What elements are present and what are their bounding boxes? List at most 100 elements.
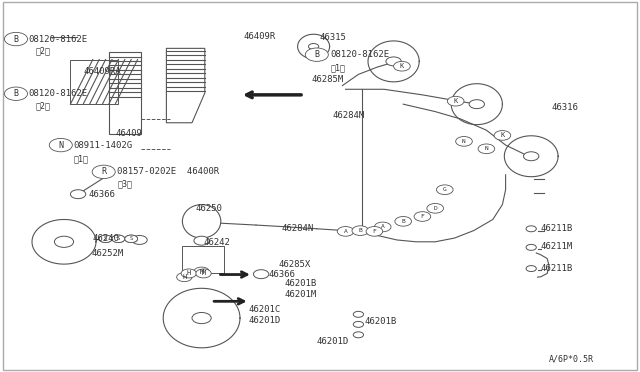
Circle shape — [194, 267, 209, 276]
Text: B: B — [13, 35, 19, 44]
Circle shape — [427, 203, 444, 213]
Text: 46201B: 46201B — [285, 279, 317, 288]
Circle shape — [49, 138, 72, 152]
Text: 46252M: 46252M — [92, 249, 124, 258]
Text: K: K — [400, 63, 404, 69]
Text: A: A — [344, 229, 348, 234]
Text: S: S — [129, 236, 133, 241]
Circle shape — [526, 244, 536, 250]
Text: 46250: 46250 — [195, 204, 222, 213]
Circle shape — [308, 44, 319, 49]
Circle shape — [414, 212, 431, 221]
Circle shape — [177, 273, 192, 282]
Text: 〈3〉: 〈3〉 — [117, 180, 132, 189]
Text: 〈2〉: 〈2〉 — [35, 102, 50, 110]
Text: 46284N: 46284N — [282, 224, 314, 233]
Text: N: N — [58, 141, 63, 150]
Circle shape — [99, 235, 112, 243]
Circle shape — [192, 312, 211, 324]
Text: 46366: 46366 — [269, 270, 296, 279]
Text: 46211B: 46211B — [541, 224, 573, 233]
Circle shape — [305, 48, 328, 61]
Text: 46211B: 46211B — [541, 264, 573, 273]
Circle shape — [366, 227, 383, 236]
Circle shape — [125, 235, 138, 243]
Circle shape — [253, 270, 269, 279]
Circle shape — [196, 269, 211, 278]
Circle shape — [99, 235, 112, 243]
Text: 46201B: 46201B — [365, 317, 397, 326]
Text: F: F — [420, 214, 424, 219]
Text: N: N — [484, 146, 488, 151]
Circle shape — [386, 57, 401, 66]
Text: B: B — [13, 89, 19, 98]
Text: 46285M: 46285M — [312, 76, 344, 84]
Circle shape — [526, 266, 536, 272]
Text: 〈1〉: 〈1〉 — [74, 155, 88, 164]
Text: 08120-8162E: 08120-8162E — [330, 50, 389, 59]
Circle shape — [469, 100, 484, 109]
Circle shape — [353, 311, 364, 317]
Circle shape — [478, 144, 495, 154]
Text: R: R — [101, 167, 106, 176]
Text: B: B — [401, 219, 405, 224]
Text: K: K — [500, 132, 504, 138]
Text: 46240: 46240 — [93, 234, 120, 243]
Text: A/6P*0.5R: A/6P*0.5R — [549, 355, 594, 363]
Text: M: M — [202, 270, 205, 276]
Text: 〈1〉: 〈1〉 — [330, 63, 345, 72]
Circle shape — [352, 226, 369, 235]
Circle shape — [132, 235, 147, 244]
Circle shape — [337, 227, 354, 236]
Text: 08911-1402G: 08911-1402G — [74, 141, 132, 150]
Text: 46211M: 46211M — [541, 242, 573, 251]
Circle shape — [54, 236, 74, 247]
Text: G: G — [443, 187, 447, 192]
Circle shape — [125, 235, 138, 243]
Text: S: S — [104, 236, 108, 241]
Text: 46285X: 46285X — [278, 260, 310, 269]
Text: 46409RA: 46409RA — [83, 67, 121, 76]
Text: 46366: 46366 — [88, 190, 115, 199]
Circle shape — [447, 96, 464, 106]
Circle shape — [112, 235, 125, 243]
Circle shape — [353, 332, 364, 338]
Circle shape — [4, 87, 28, 100]
Text: H: H — [182, 274, 186, 280]
Text: 46315: 46315 — [320, 33, 347, 42]
Circle shape — [436, 185, 453, 195]
Text: 46409R: 46409R — [243, 32, 275, 41]
Circle shape — [112, 235, 125, 243]
Circle shape — [395, 217, 412, 226]
Circle shape — [456, 137, 472, 146]
Text: K: K — [454, 98, 458, 104]
Circle shape — [4, 32, 28, 46]
Text: B: B — [358, 228, 362, 233]
Text: S: S — [116, 236, 120, 241]
Circle shape — [194, 236, 209, 245]
Circle shape — [526, 226, 536, 232]
Circle shape — [524, 152, 539, 161]
Circle shape — [70, 190, 86, 199]
Text: D: D — [433, 206, 437, 211]
Text: A: A — [381, 224, 385, 230]
Text: 〈2〉: 〈2〉 — [35, 47, 50, 56]
Circle shape — [181, 269, 196, 278]
Text: 46201D: 46201D — [248, 316, 280, 325]
Text: 08157-0202E  46400R: 08157-0202E 46400R — [117, 167, 220, 176]
Text: 46316: 46316 — [552, 103, 579, 112]
Text: 46201M: 46201M — [285, 290, 317, 299]
Circle shape — [92, 165, 115, 179]
Circle shape — [374, 222, 391, 232]
Text: 46201C: 46201C — [248, 305, 280, 314]
Text: 46242: 46242 — [204, 238, 230, 247]
Text: H: H — [187, 270, 191, 276]
Circle shape — [494, 131, 511, 140]
Text: 46201D: 46201D — [317, 337, 349, 346]
Text: 46284M: 46284M — [333, 111, 365, 120]
Text: 46409: 46409 — [115, 129, 142, 138]
Circle shape — [353, 321, 364, 327]
Text: F: F — [372, 229, 376, 234]
Text: N: N — [462, 139, 466, 144]
Text: 08120-8162E: 08120-8162E — [29, 35, 88, 44]
